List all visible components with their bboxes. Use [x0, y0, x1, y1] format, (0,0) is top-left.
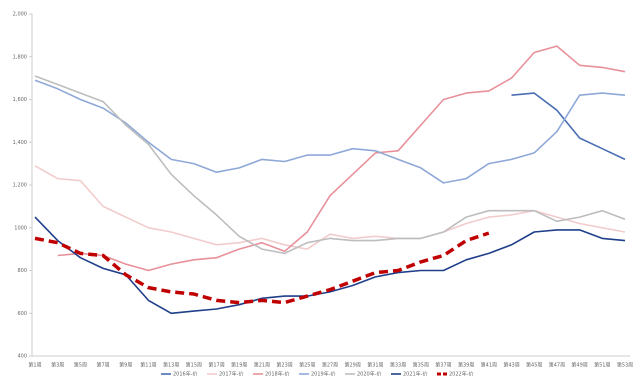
- y-tick-label: 400: [17, 354, 27, 360]
- x-tick-label: 第3周: [51, 362, 64, 369]
- y-tick-label: 1,600: [13, 97, 27, 103]
- legend-label: 2021年-价: [403, 371, 428, 378]
- x-tick-label: 第9周: [119, 362, 132, 369]
- x-tick-label: 第11周: [140, 362, 156, 369]
- y-tick-label: 800: [17, 268, 27, 274]
- legend-label: 2016年-价: [173, 371, 198, 378]
- x-tick-label: 第51周: [594, 362, 610, 369]
- series-line: [34, 231, 490, 305]
- series-line: [34, 75, 626, 255]
- series-line: [57, 45, 626, 272]
- legend-label: 2019年-价: [311, 371, 336, 378]
- x-tick-label: 第15周: [186, 362, 202, 369]
- x-tick-label: 第31周: [367, 362, 383, 369]
- series-line: [34, 165, 626, 250]
- x-tick-label: 第19周: [231, 362, 247, 369]
- x-tick-label: 第25周: [299, 362, 315, 369]
- x-tick-label: 第35周: [413, 362, 429, 369]
- y-tick-label: 600: [17, 311, 27, 317]
- x-tick-label: 第43周: [503, 362, 519, 369]
- y-tick-label: 1,800: [13, 54, 27, 60]
- series-line: [511, 92, 626, 161]
- legend-label: 2018年-价: [265, 371, 290, 378]
- x-tick-label: 第5周: [74, 362, 87, 369]
- legend-label: 2022年-价: [449, 371, 474, 378]
- x-tick-label: 第49周: [571, 362, 587, 369]
- x-tick-label: 第45周: [526, 362, 542, 369]
- x-tick-label: 第47周: [549, 362, 565, 369]
- x-tick-label: 第1周: [28, 362, 41, 369]
- x-tick-label: 第27周: [322, 362, 338, 369]
- x-tick-label: 第23周: [276, 362, 292, 369]
- y-tick-label: 1,400: [13, 140, 27, 146]
- x-tick-label: 第21周: [254, 362, 270, 369]
- x-tick-label: 第37周: [435, 362, 451, 369]
- y-tick-label: 2,000: [13, 12, 27, 18]
- x-tick-label: 第29周: [345, 362, 361, 369]
- legend-label: 2020年-价: [357, 371, 382, 378]
- x-tick-label: 第53周: [617, 362, 633, 369]
- series-line: [34, 79, 626, 184]
- series-line: [34, 216, 626, 315]
- y-tick-label: 1,200: [13, 183, 27, 189]
- x-tick-label: 第33周: [390, 362, 406, 369]
- y-tick-label: 1000: [14, 225, 27, 231]
- x-tick-label: 第7周: [96, 362, 109, 369]
- x-tick-label: 第17周: [208, 362, 224, 369]
- x-tick-label: 第41周: [481, 362, 497, 369]
- x-tick-label: 第39周: [458, 362, 474, 369]
- x-tick-label: 第13周: [163, 362, 179, 369]
- legend-label: 2017年-价: [219, 371, 244, 378]
